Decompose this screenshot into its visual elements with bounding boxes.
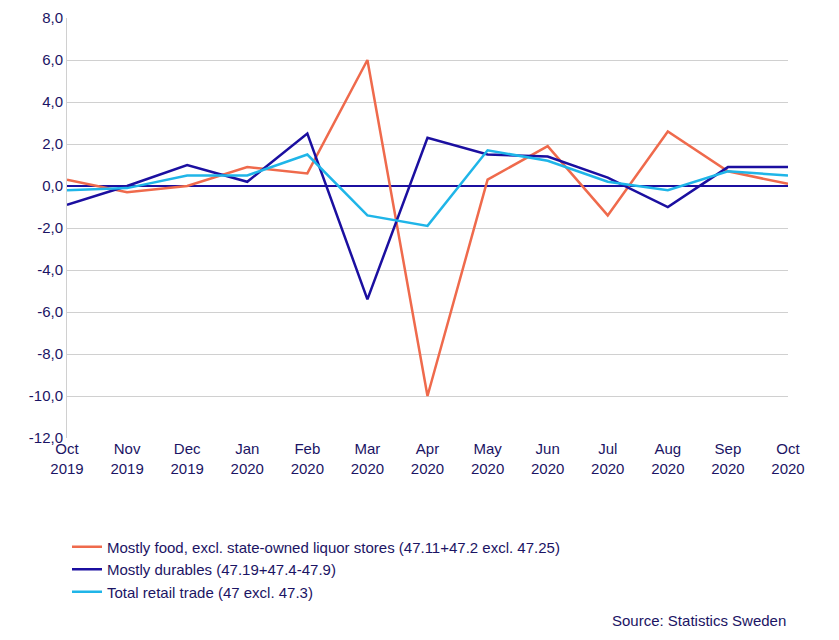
svg-text:Aug2020: Aug2020 [651, 440, 684, 477]
svg-text:Mar2020: Mar2020 [351, 440, 384, 477]
svg-text:6,0: 6,0 [42, 51, 63, 68]
svg-text:Oct2020: Oct2020 [771, 440, 804, 477]
svg-text:Mostly food, excl. state-owned: Mostly food, excl. state-owned liquor st… [107, 539, 560, 556]
svg-text:Mostly durables (47.19+47.4-47: Mostly durables (47.19+47.4-47.9) [107, 561, 336, 578]
svg-text:Total retail trade (47 excl. 4: Total retail trade (47 excl. 47.3) [107, 584, 313, 601]
svg-text:-8,0: -8,0 [37, 345, 63, 362]
svg-text:Nov2019: Nov2019 [110, 440, 143, 477]
svg-text:-10,0: -10,0 [29, 387, 63, 404]
svg-text:-12,0: -12,0 [29, 429, 63, 446]
svg-text:Oct2019: Oct2019 [50, 440, 83, 477]
svg-text:0,0: 0,0 [42, 177, 63, 194]
svg-text:-6,0: -6,0 [37, 303, 63, 320]
svg-text:Jul2020: Jul2020 [591, 440, 624, 477]
svg-text:8,0: 8,0 [42, 9, 63, 26]
svg-text:Feb2020: Feb2020 [291, 440, 324, 477]
svg-text:4,0: 4,0 [42, 93, 63, 110]
svg-text:Sep2020: Sep2020 [711, 440, 744, 477]
svg-text:Jun2020: Jun2020 [531, 440, 564, 477]
svg-text:-2,0: -2,0 [37, 219, 63, 236]
svg-text:2,0: 2,0 [42, 135, 63, 152]
svg-text:May2020: May2020 [471, 440, 504, 477]
svg-text:Dec2019: Dec2019 [170, 440, 203, 477]
svg-text:Jan2020: Jan2020 [231, 440, 264, 477]
svg-text:Apr2020: Apr2020 [411, 440, 444, 477]
svg-text:-4,0: -4,0 [37, 261, 63, 278]
svg-text:Source: Statistics Sweden: Source: Statistics Sweden [612, 612, 786, 629]
